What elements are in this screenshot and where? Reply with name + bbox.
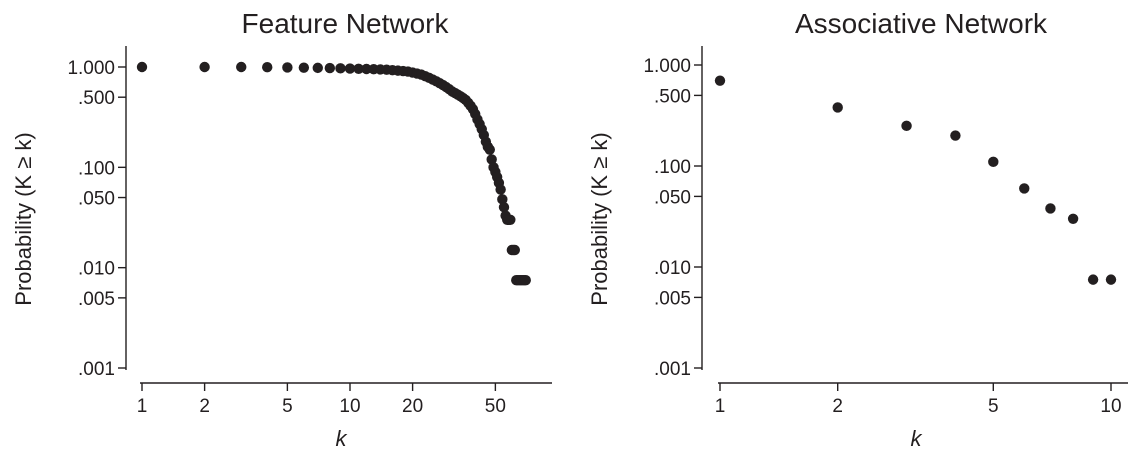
data-point xyxy=(236,61,247,73)
data-point xyxy=(1087,274,1099,285)
data-point xyxy=(344,63,356,74)
x-tick-label: 5 xyxy=(282,396,293,417)
y-tick-label: .500 xyxy=(78,88,115,109)
data-point xyxy=(1067,213,1079,225)
data-point xyxy=(520,275,531,286)
y-tick-label: .005 xyxy=(78,289,115,310)
y-tick-label: .050 xyxy=(78,189,115,210)
data-point xyxy=(497,194,508,205)
y-tick-label: .500 xyxy=(654,86,691,107)
data-point xyxy=(136,61,148,73)
axis-ticks: 1.000 .500 .100 .050 .010 .005 .001 1 2 5 10 xyxy=(643,46,1128,417)
data-point xyxy=(324,62,336,74)
x-tick-label: 2 xyxy=(832,396,843,417)
data-point xyxy=(832,102,843,113)
data-point xyxy=(714,75,726,86)
x-tick-label: 2 xyxy=(199,396,210,417)
data-point xyxy=(486,154,497,165)
data-point xyxy=(312,62,323,74)
data-point xyxy=(361,63,372,75)
y-tick-label: .100 xyxy=(78,158,115,179)
x-tick-label: 10 xyxy=(339,396,360,417)
y-tick-label: .001 xyxy=(654,359,691,380)
y-tick-label: .100 xyxy=(654,157,691,178)
y-tick-label: .001 xyxy=(78,359,115,380)
x-tick-label: 5 xyxy=(988,396,999,417)
x-tick-label: 1 xyxy=(715,396,726,417)
y-tick-label: 1.000 xyxy=(643,56,691,77)
feature-network-panel: Feature Network Probability (K ≥ k) k 1.… xyxy=(11,8,552,451)
data-point xyxy=(1045,203,1056,214)
chart-title: Feature Network xyxy=(242,8,450,39)
y-tick-label: 1.000 xyxy=(67,58,115,79)
data-point xyxy=(335,63,346,74)
data-point xyxy=(1019,183,1030,194)
y-axis-label: Probability (K ≥ k) xyxy=(587,132,612,305)
data-point xyxy=(1105,274,1117,285)
data-point xyxy=(353,63,364,74)
data-point xyxy=(298,62,310,73)
y-tick-label: .050 xyxy=(654,187,691,208)
data-point xyxy=(495,184,506,195)
x-axis-label: k xyxy=(336,426,348,451)
associative-network-panel: Associative Network Probability (K ≥ k) … xyxy=(587,8,1128,451)
data-point xyxy=(509,244,521,256)
chart-title: Associative Network xyxy=(795,8,1048,39)
data-point xyxy=(199,61,210,73)
x-axis-label: k xyxy=(911,426,923,451)
data-point xyxy=(950,130,961,141)
data-point xyxy=(505,214,516,225)
x-tick-label: 10 xyxy=(1100,396,1121,417)
y-tick-label: .010 xyxy=(654,258,691,279)
x-tick-label: 20 xyxy=(402,396,423,417)
y-tick-label: .010 xyxy=(78,259,115,280)
axis-ticks: 1.000 .500 .100 .050 .010 .005 .001 1 2 5 10 20 50 xyxy=(67,46,552,417)
data-point xyxy=(988,156,999,168)
x-tick-label: 1 xyxy=(137,396,148,417)
y-axis-label: Probability (K ≥ k) xyxy=(11,132,36,305)
data-point xyxy=(282,62,293,73)
data-points xyxy=(714,75,1117,285)
data-point xyxy=(484,144,495,155)
data-point xyxy=(901,120,912,132)
data-point xyxy=(262,62,273,73)
data-points xyxy=(136,61,531,286)
data-point xyxy=(498,202,510,213)
x-tick-label: 50 xyxy=(485,396,506,417)
y-tick-label: .005 xyxy=(654,288,691,309)
